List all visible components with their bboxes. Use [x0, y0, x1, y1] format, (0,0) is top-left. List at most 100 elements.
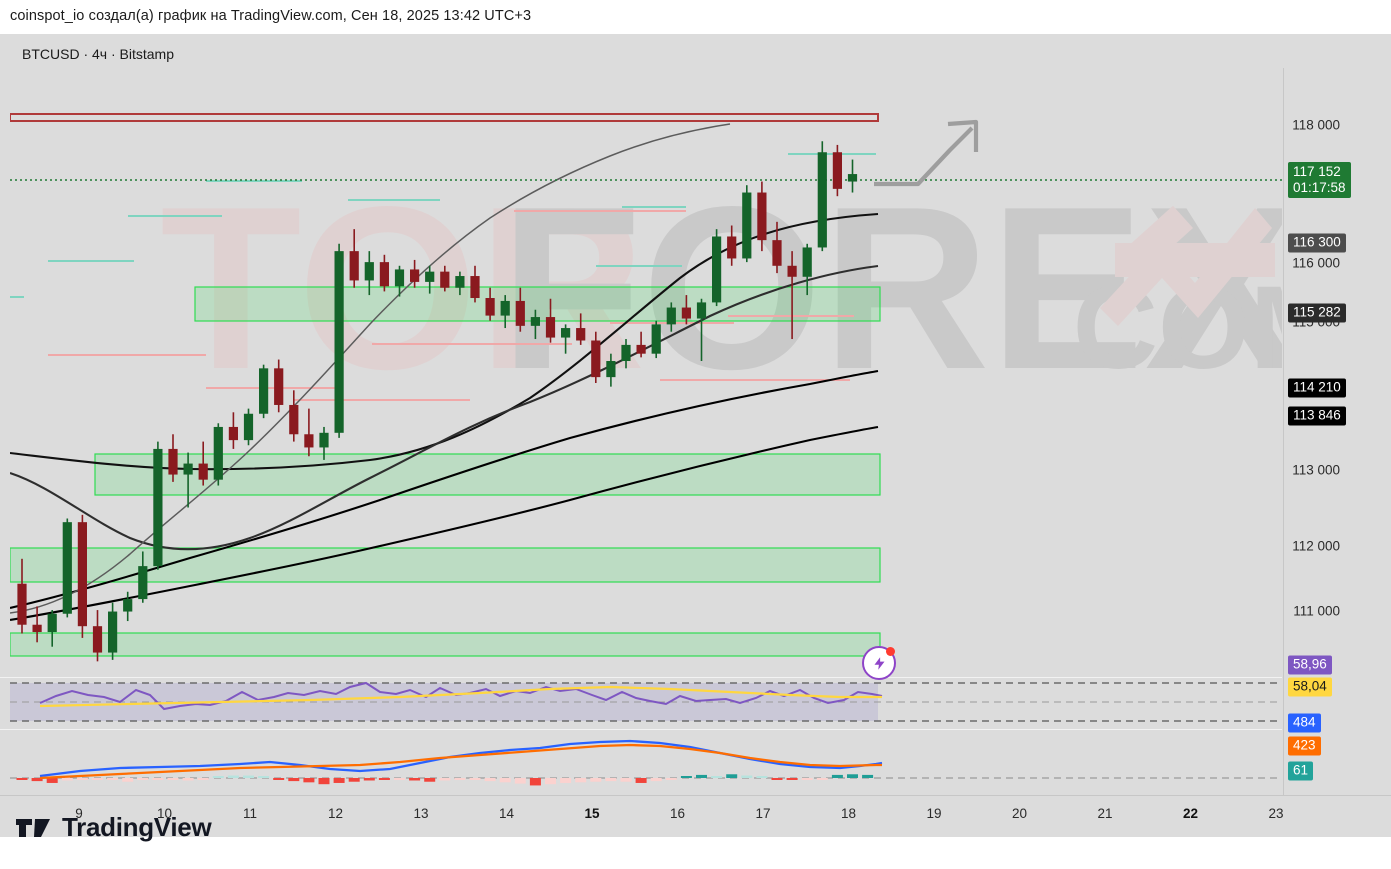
candle	[349, 229, 359, 288]
candle	[530, 309, 540, 340]
macd-histogram-bar	[665, 778, 677, 780]
candle	[772, 221, 782, 274]
brand-name: TradingView	[62, 812, 212, 842]
time-scale[interactable]: 9 10 11 12 13 14 15 16 17 18 19 20 21 22 23	[0, 795, 1391, 837]
ma-value-tag-4[interactable]: 113 846	[1288, 406, 1346, 426]
candle	[153, 441, 163, 570]
time-tick: 13	[413, 806, 429, 821]
attribution-text: coinspot_io создал(а) график на TradingV…	[10, 8, 532, 24]
candle	[712, 229, 722, 307]
candlestick-series[interactable]	[10, 68, 1282, 676]
tradingview-brand: TradingView	[16, 812, 212, 843]
macd-value-tag[interactable]: 484	[1288, 713, 1321, 733]
candle	[817, 141, 827, 252]
price-scale[interactable]: 118 000 116 000 115 000 113 000 112 000 …	[1283, 68, 1391, 795]
price-tick: 113 000	[1292, 462, 1340, 478]
candle	[621, 339, 631, 369]
time-tick: 14	[498, 806, 515, 821]
macd-histogram-bar	[61, 778, 73, 781]
chart-legend[interactable]: BTCUSD · 4ч · Bitstamp	[22, 46, 174, 62]
candle	[606, 353, 616, 387]
ma-value-tag-3[interactable]: 114 210	[1288, 378, 1346, 398]
macd-histogram-bar	[167, 778, 179, 780]
rsi-indicator	[10, 681, 1282, 722]
macd-histogram-bar	[424, 778, 436, 782]
macd-histogram-bar	[258, 776, 270, 778]
candle	[77, 514, 87, 638]
macd-histogram-bar	[46, 778, 58, 783]
candle	[787, 251, 797, 340]
macd-signal-value-tag[interactable]: 423	[1288, 736, 1321, 756]
macd-histogram-bar	[454, 778, 466, 780]
candle	[289, 390, 299, 442]
macd-histogram-bar	[650, 778, 662, 782]
macd-histogram-bar	[741, 775, 753, 778]
rsi-value-tag[interactable]: 58,96	[1288, 655, 1332, 675]
candle	[696, 298, 707, 362]
macd-histogram-bar	[227, 775, 239, 778]
macd-histogram-bar	[92, 778, 103, 780]
macd-histogram-bar	[484, 778, 496, 782]
pane-divider-2	[0, 729, 1282, 730]
time-tick: 23	[1268, 806, 1284, 821]
pane-divider-1	[0, 677, 1282, 678]
price-tick: 112 000	[1292, 538, 1340, 554]
current-price-value: 117 152	[1293, 163, 1341, 179]
candle	[410, 259, 420, 288]
macd-histogram-bar	[545, 778, 556, 785]
macd-histogram-bar	[273, 778, 285, 780]
macd-histogram-bar	[801, 778, 813, 780]
candle	[364, 251, 374, 296]
macd-histogram-bar	[529, 778, 541, 786]
candle	[515, 287, 525, 332]
candle	[47, 610, 57, 647]
candle	[379, 254, 389, 292]
current-price-tag[interactable]: 117 152 01:17:58	[1288, 161, 1351, 199]
level-lines	[10, 153, 876, 401]
macd-histogram-bar	[363, 778, 375, 781]
time-tick: 22	[1182, 806, 1199, 821]
price-pane[interactable]: TOR FOREX .COM	[10, 68, 1282, 676]
time-tick: 15	[584, 806, 600, 821]
candle	[274, 359, 284, 413]
macd-histogram-bar	[575, 778, 587, 783]
time-tick: 9	[75, 806, 83, 821]
candle	[561, 324, 571, 354]
candle	[32, 606, 42, 643]
macd-histogram-bar	[831, 774, 843, 778]
candle	[138, 551, 148, 603]
rsi-ma-value-tag[interactable]: 58,04	[1288, 677, 1332, 697]
macd-histogram-bar	[696, 774, 707, 778]
macd-histogram-bar	[348, 778, 360, 782]
rsi-pane[interactable]	[10, 679, 1282, 727]
macd-histogram-bar	[590, 778, 602, 782]
chart-container[interactable]: BTCUSD · 4ч · Bitstamp TOR FOREX .COM	[0, 34, 1391, 837]
candle	[228, 412, 238, 449]
candle	[742, 185, 752, 263]
candle	[832, 144, 842, 197]
candle	[108, 602, 118, 660]
macd-histogram-bar	[680, 776, 692, 778]
candle	[183, 452, 193, 508]
macd-histogram-bar	[137, 778, 149, 780]
macd-line	[39, 739, 883, 778]
macd-histogram-bar	[620, 778, 632, 782]
macd-histogram-bar	[303, 778, 315, 783]
time-tick: 17	[755, 806, 771, 821]
ma-value-tag-1[interactable]: 116 300	[1288, 233, 1346, 253]
macd-hist-value-tag[interactable]: 61	[1288, 761, 1314, 781]
candle	[92, 610, 103, 662]
candle	[727, 225, 737, 266]
candle	[802, 243, 812, 296]
lightning-bolt-icon[interactable]	[862, 646, 896, 680]
ma-value-tag-2[interactable]: 115 282	[1288, 303, 1346, 323]
candle	[213, 423, 223, 486]
candle	[847, 159, 858, 193]
macd-pane[interactable]	[10, 731, 1282, 794]
macd-histogram-bar	[771, 778, 783, 780]
macd-histogram-bar	[726, 774, 738, 778]
macd-histogram-bar	[711, 776, 723, 778]
candle	[123, 591, 133, 622]
macd-indicator	[10, 739, 1282, 786]
